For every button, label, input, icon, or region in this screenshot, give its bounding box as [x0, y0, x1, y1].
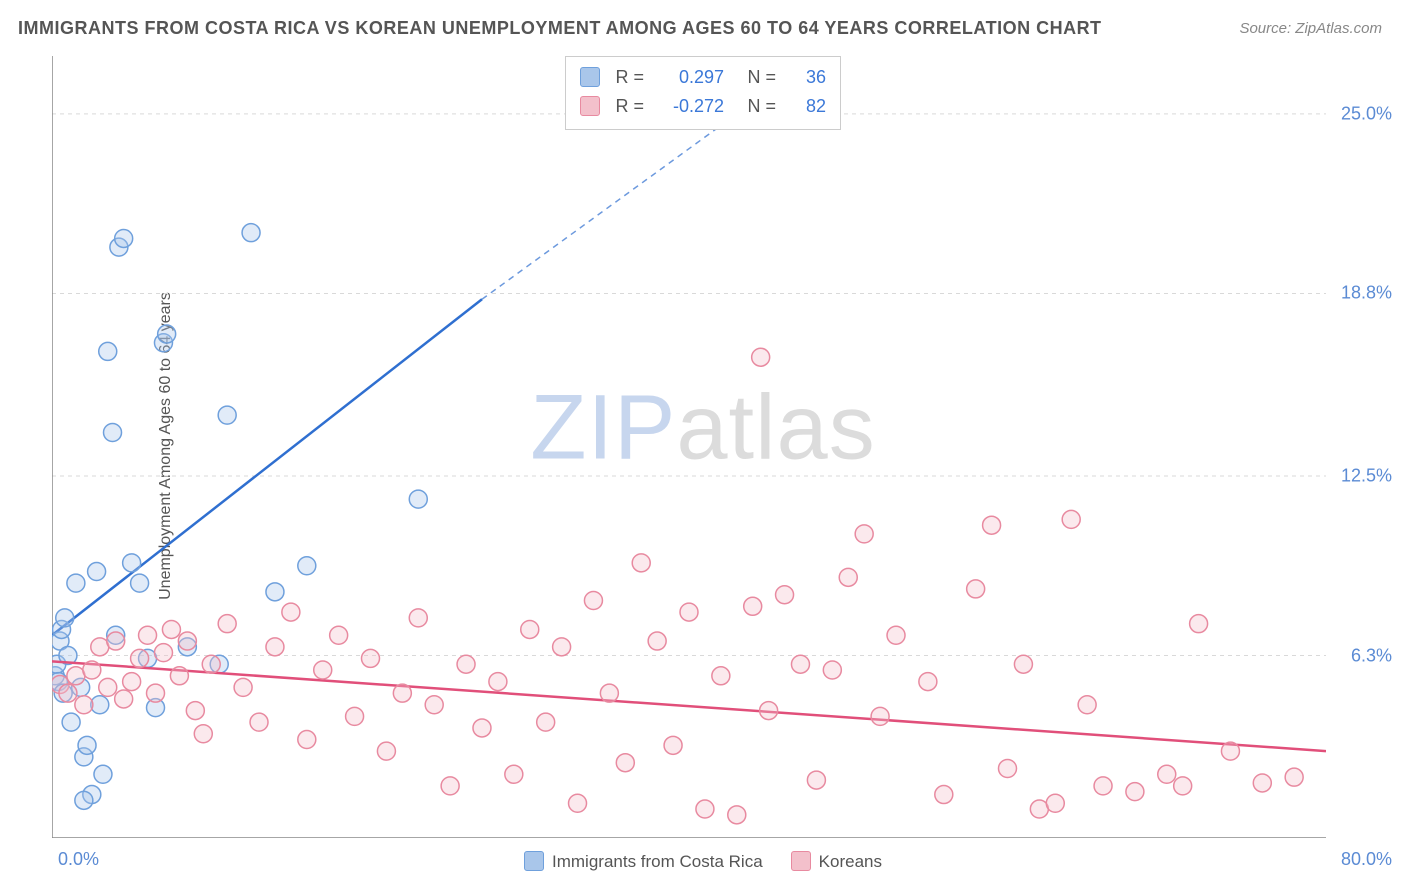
y-tick-label: 6.3%	[1351, 645, 1392, 666]
n-value: 82	[786, 92, 826, 121]
x-max-label: 80.0%	[1341, 849, 1392, 870]
stats-row: R = 0.297 N = 36	[580, 63, 826, 92]
source-attribution: Source: ZipAtlas.com	[1239, 20, 1382, 37]
x-origin-label: 0.0%	[58, 849, 99, 870]
stats-swatch	[580, 67, 600, 87]
legend-item: Koreans	[791, 851, 882, 872]
r-label: R =	[610, 92, 644, 121]
n-label: N =	[746, 92, 776, 121]
n-value: 36	[786, 63, 826, 92]
correlation-stats-box: R = 0.297 N = 36 R = -0.272 N = 82	[565, 56, 841, 130]
r-value: 0.297	[654, 63, 724, 92]
r-label: R =	[610, 63, 644, 92]
scatter-plot-svg	[52, 56, 1326, 838]
chart-area	[52, 56, 1326, 838]
legend-label: Koreans	[819, 852, 882, 871]
n-label: N =	[746, 63, 776, 92]
y-tick-label: 25.0%	[1341, 103, 1392, 124]
stats-swatch	[580, 96, 600, 116]
legend-bottom: Immigrants from Costa Rica Koreans	[524, 851, 882, 872]
y-tick-label: 12.5%	[1341, 465, 1392, 486]
legend-item: Immigrants from Costa Rica	[524, 851, 763, 872]
legend-swatch	[524, 851, 544, 871]
y-tick-label: 18.8%	[1341, 283, 1392, 304]
stats-row: R = -0.272 N = 82	[580, 92, 826, 121]
legend-label: Immigrants from Costa Rica	[552, 852, 763, 871]
chart-title: IMMIGRANTS FROM COSTA RICA VS KOREAN UNE…	[18, 18, 1102, 39]
r-value: -0.272	[654, 92, 724, 121]
legend-swatch	[791, 851, 811, 871]
